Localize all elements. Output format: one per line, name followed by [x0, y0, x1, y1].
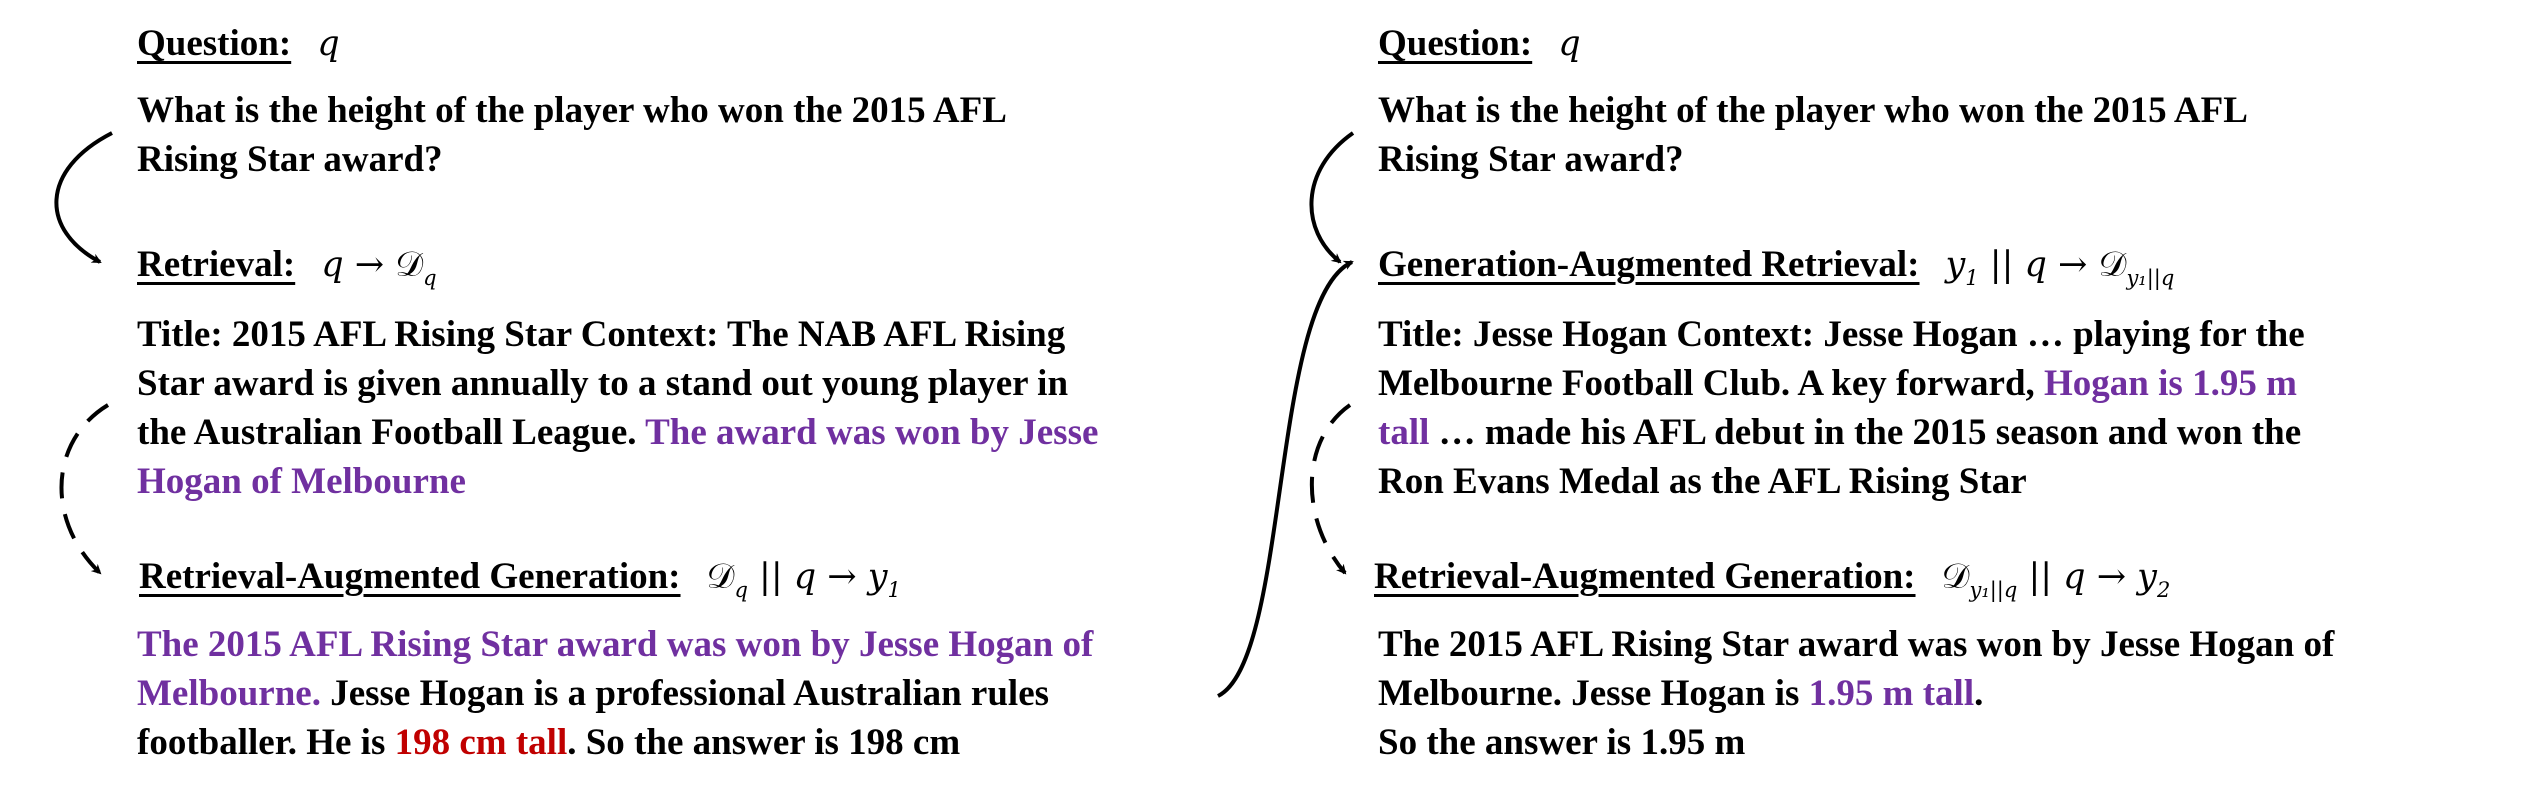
right-generation-label: Retrieval-Augmented Generation: [1374, 556, 1916, 597]
left-retrieval-line: the Australian Football League. The awar… [137, 412, 1099, 453]
right-retrieval-label: Generation-Augmented Retrieval: [1378, 244, 1920, 285]
right-retrieval-heading: Generation-Augmented Retrieval: y1 || q →… [1378, 243, 2175, 290]
right-question-line: Rising Star award? [1378, 139, 1684, 180]
left-generation-answer: The 2015 AFL Rising Star award was won b… [137, 620, 1093, 767]
left-retrieval-highlight: The award was won by Jesse [645, 412, 1099, 453]
right-retrieval-line: tall … made his AFL debut in the 2015 se… [1378, 412, 2302, 453]
left-generation-line: Melbourne. Jesse Hogan is a professional… [137, 673, 1050, 714]
left-retrieval-line: Title: 2015 AFL Rising Star Context: The… [137, 314, 1066, 355]
left-retrieval-math: q → 𝒟q [321, 245, 437, 290]
left-generation-heading: Retrieval-Augmented Generation: 𝒟q || q →… [139, 555, 901, 602]
right-generation-heading: Retrieval-Augmented Generation: 𝒟y₁||q ||… [1374, 555, 2171, 602]
right-question-label: Question: [1378, 23, 1533, 64]
right-question-math: q [1558, 24, 1581, 64]
left-retrieval-heading: Retrieval: q → 𝒟q [137, 243, 437, 290]
left-question-text: What is the height of the player who won… [137, 86, 1007, 184]
left-retrieval-label: Retrieval: [137, 244, 296, 285]
left-retrieval-highlight: Hogan of Melbourne [137, 461, 466, 502]
right-generation-highlight: 1.95 m tall [1808, 673, 1975, 714]
right-question-text: What is the height of the player who won… [1378, 86, 2248, 184]
left-retrieval-line: Star award is given annually to a stand … [137, 363, 1069, 404]
left-question-math: q [317, 24, 340, 64]
right-generation-line: Melbourne. Jesse Hogan is 1.95 m tall. [1378, 673, 1984, 714]
left-question-line: Rising Star award? [137, 139, 443, 180]
left-question-to-retrieval-arrow [54, 131, 113, 264]
right-retrieval-line: Melbourne Football Club. A key forward, … [1378, 363, 2297, 404]
right-retrieval-highlight: Hogan is 1.95 m [2044, 363, 2297, 404]
left-question-heading: Question: q [137, 22, 340, 66]
left-generation-label: Retrieval-Augmented Generation: [139, 556, 681, 597]
right-retrieval-line: Title: Jesse Hogan Context: Jesse Hogan … [1378, 314, 2305, 355]
right-retrieval-passage: Title: Jesse Hogan Context: Jesse Hogan … [1378, 310, 2305, 506]
right-generation-answer: The 2015 AFL Rising Star award was won b… [1378, 620, 2334, 767]
right-generation-line: The 2015 AFL Rising Star award was won b… [1378, 624, 2335, 665]
left-generation-math: 𝒟q || q → y1 [706, 557, 901, 602]
left-question-line: What is the height of the player who won… [137, 90, 1007, 131]
right-retrieval-line: Ron Evans Medal as the AFL Rising Star [1378, 461, 2027, 502]
left-question-label: Question: [137, 23, 292, 64]
left-generation-wrong-value: 198 cm tall [394, 722, 568, 763]
right-generation-line: So the answer is 1.95 m [1378, 722, 1746, 763]
right-retrieval-to-generation-arrow [1309, 403, 1352, 575]
right-retrieval-math: y1 || q → 𝒟y₁||q [1945, 245, 2175, 290]
left-retrieval-passage: Title: 2015 AFL Rising Star Context: The… [137, 310, 1098, 506]
right-question-line: What is the height of the player who won… [1378, 90, 2248, 131]
left-retrieval-to-generation-arrow [59, 403, 110, 575]
right-generation-math: 𝒟y₁||q || q → y2 [1941, 557, 2171, 602]
right-question-heading: Question: q [1378, 22, 1581, 66]
left-generation-highlight: The 2015 AFL Rising Star award was won b… [137, 624, 1094, 665]
right-question-to-retrieval-arrow [1309, 131, 1355, 264]
left-generation-line: footballer. He is 198 cm tall. So the an… [137, 722, 961, 763]
right-retrieval-highlight: tall [1378, 412, 1430, 453]
generation-to-right-retrieval-arrow [1217, 260, 1354, 698]
